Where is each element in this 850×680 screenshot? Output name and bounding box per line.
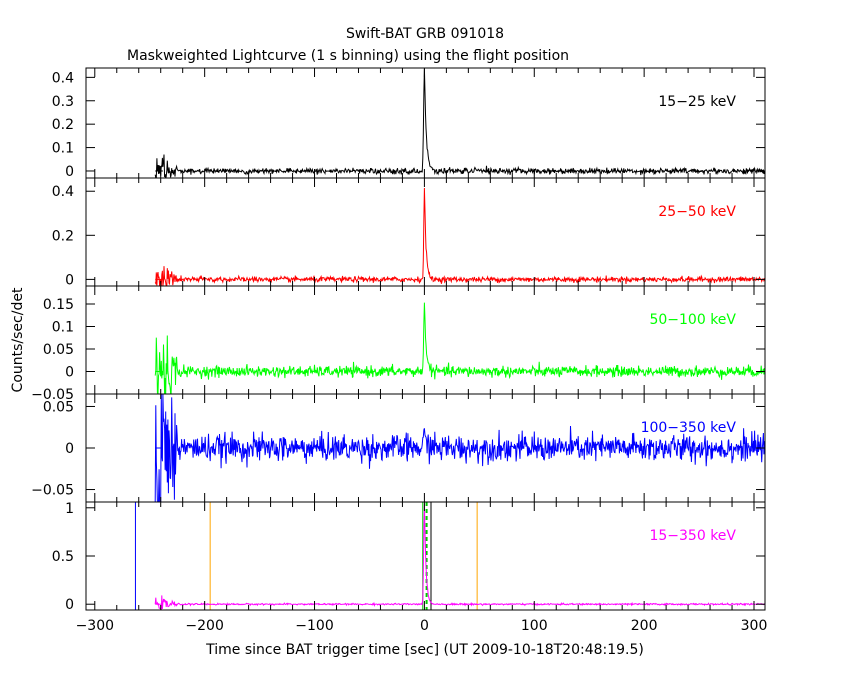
lightcurve-series-3 [154, 302, 765, 394]
x-tick-label-2: −100 [295, 618, 333, 634]
y-tick-label-3-4: 0.15 [43, 297, 74, 313]
x-tick-label-5: 200 [631, 618, 658, 634]
band-label-1: 15−25 keV [658, 94, 736, 110]
panels-group: 0 0.1 0.2 0.3 0.4 15−25 keV 0 0.2 0.4 25−50 keV −0… [31, 67, 768, 634]
x-tick-label-3: 0 [420, 618, 429, 634]
x-tick-label-4: 100 [521, 618, 548, 634]
y-tick-label-1-3: 0.3 [52, 94, 74, 110]
panel-4: −0.05 0 0.05 100−350 keV [31, 393, 766, 503]
y-tick-label-2-2: 0.4 [52, 184, 74, 200]
y-tick-label-5-1: 0.5 [52, 549, 74, 565]
y-tick-label-4-1: 0 [65, 441, 74, 457]
lightcurve-series-2 [154, 187, 765, 286]
lightcurve-series-5 [154, 503, 765, 610]
y-tick-label-2-0: 0 [65, 272, 74, 288]
band-label-5: 15−350 keV [649, 528, 736, 544]
lightcurve-series-4 [154, 394, 765, 502]
panel-1: 0 0.1 0.2 0.3 0.4 15−25 keV [52, 67, 766, 180]
panel-5: 0 0.5 1 15−350 keV [52, 501, 766, 613]
y-tick-label-1-2: 0.2 [52, 117, 74, 133]
panel-3: −0.05 0 0.05 0.1 0.15 50−100 keV [31, 285, 766, 403]
y-tick-label-3-1: 0 [65, 365, 74, 381]
chart-title: Swift-BAT GRB 091018 [346, 26, 504, 42]
panel-frame-4 [85, 393, 766, 503]
lightcurve-series-1 [154, 68, 765, 178]
y-tick-label-3-2: 0.05 [43, 342, 74, 358]
y-tick-label-3-3: 0.1 [52, 320, 74, 336]
x-tick-label-6: 300 [741, 618, 768, 634]
y-tick-label-5-0: 0 [65, 597, 74, 613]
y-tick-label-2-1: 0.2 [52, 228, 74, 244]
chart-subtitle: Maskweighted Lightcurve (1 s binning) us… [127, 48, 569, 64]
y-tick-label-3-0: −0.05 [31, 387, 74, 403]
x-axis-label: Time since BAT trigger time [sec] (UT 20… [205, 642, 644, 658]
x-tick-label-0: −300 [76, 618, 114, 634]
y-tick-label-1-4: 0.4 [52, 70, 74, 86]
x-tick-label-1: −200 [185, 618, 223, 634]
y-tick-label-5-2: 1 [65, 501, 74, 517]
panel-2: 0 0.2 0.4 25−50 keV [52, 177, 766, 288]
band-label-2: 25−50 keV [658, 204, 736, 220]
y-tick-label-4-2: 0.05 [43, 399, 74, 415]
y-tick-label-1-1: 0.1 [52, 141, 74, 157]
band-label-3: 50−100 keV [649, 312, 736, 328]
y-tick-label-4-0: −0.05 [31, 483, 74, 499]
y-axis-label: Counts/sec/det [10, 287, 26, 392]
y-tick-label-1-0: 0 [65, 164, 74, 180]
band-label-4: 100−350 keV [641, 420, 737, 436]
